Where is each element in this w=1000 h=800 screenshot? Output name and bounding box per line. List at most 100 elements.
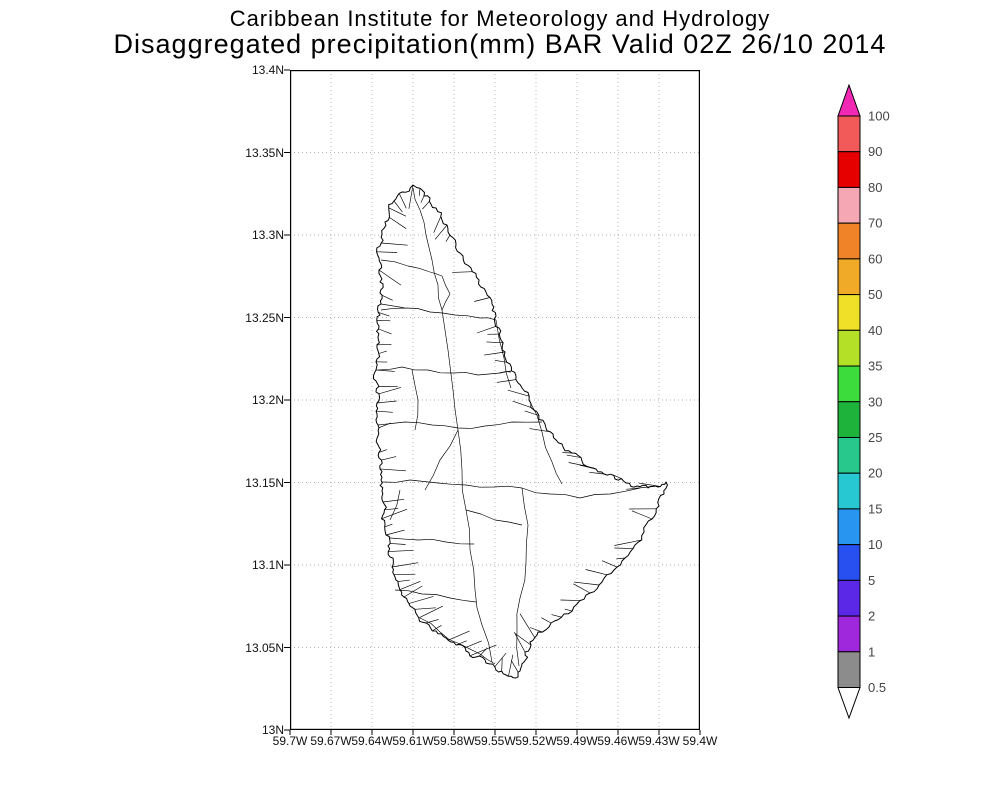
- y-tick-label: 13.35N: [245, 145, 284, 160]
- plot-frame-border: [290, 70, 700, 730]
- y-tick-label: 13.4N: [251, 63, 284, 77]
- watershed-boundary: [380, 259, 443, 277]
- colorbar-tick-label: 25: [868, 430, 882, 445]
- colorbar-band: [837, 151, 861, 188]
- coastal-watershed-spur: [376, 410, 393, 413]
- coastal-watershed-spur: [432, 625, 442, 632]
- coastal-watershed-spur: [612, 474, 622, 479]
- coastal-watershed-spur: [445, 235, 451, 242]
- coastal-watershed-spur: [541, 617, 552, 624]
- colorbar-tick-label: 50: [868, 287, 882, 302]
- coastal-watershed-spur: [380, 303, 405, 309]
- watershed-boundary: [495, 319, 512, 389]
- colorbar-tick-label: 90: [868, 144, 882, 159]
- colorbar-band: [837, 115, 861, 153]
- colorbar-band: [837, 651, 861, 689]
- coastal-watershed-spur: [512, 400, 531, 408]
- watershed-boundary: [389, 537, 475, 545]
- coastal-watershed-spur: [614, 539, 642, 546]
- watershed-boundary: [419, 617, 496, 665]
- coastal-watershed-spur: [499, 370, 512, 374]
- coastal-watershed-spur: [573, 581, 600, 586]
- colorbar-tick-label: 40: [868, 323, 882, 338]
- colorbar-band: [837, 615, 861, 653]
- island-fill: [373, 185, 668, 678]
- colorbar-band: [837, 472, 861, 510]
- coastal-watershed-spur: [513, 631, 526, 653]
- colorbar-above-max-arrow: [837, 83, 861, 117]
- coastal-watershed-spur: [486, 341, 504, 344]
- colorbar-band: [837, 258, 861, 296]
- watershed-boundary: [412, 187, 443, 311]
- plot-title: Disaggregated precipitation(mm) BAR Vali…: [113, 29, 887, 59]
- coastal-watershed-spur: [381, 508, 408, 520]
- coastal-watershed-spur: [616, 557, 626, 560]
- coastal-watershed-spur: [382, 498, 405, 503]
- coastal-watershed-spur: [433, 216, 442, 233]
- coastal-watershed-spur: [378, 328, 392, 335]
- watershed-boundary: [424, 429, 459, 491]
- colorbar-band: [837, 222, 861, 260]
- colorbar-band: [837, 329, 861, 367]
- x-tick-label: 59.55W: [474, 734, 516, 748]
- colorbar-band: [837, 294, 861, 331]
- coastal-watershed-spur: [573, 583, 591, 594]
- coastal-watershed-spur: [469, 644, 497, 657]
- coastal-watershed-spur: [524, 410, 540, 416]
- y-tick-label: 13N: [261, 723, 284, 737]
- watershed-boundary: [441, 275, 451, 311]
- coastal-watershed-spur: [376, 319, 391, 322]
- y-tick-label: 13.3N: [251, 228, 284, 242]
- coastal-watershed-spur: [375, 369, 395, 372]
- coastal-watershed-spur: [378, 422, 392, 429]
- x-tick-label: 59.43W: [638, 734, 680, 748]
- coastal-watershed-spur: [398, 193, 407, 209]
- colorbar-tick-label: 100: [868, 109, 890, 124]
- colorbar: 100 90 80 70 60 50 40 35 30 25 20 15 10 5 2 1 0.5: [837, 83, 890, 720]
- coastal-watershed-spur: [378, 350, 387, 354]
- coastal-watershed-spur: [378, 269, 402, 286]
- coastal-watershed-spur: [398, 579, 410, 582]
- colorbar-band: [837, 401, 861, 438]
- colorbar-tick-label: 60: [868, 251, 882, 266]
- x-tick-label: 59.7W: [272, 734, 308, 748]
- coastal-watershed-spur: [381, 456, 397, 461]
- coastal-watershed-spur: [403, 585, 423, 598]
- colorbar-band: [837, 186, 861, 224]
- coastal-watershed-spur: [418, 188, 421, 196]
- colorbar-tick-label: 5: [868, 573, 875, 588]
- colorbar-tick-label: 15: [868, 501, 882, 516]
- colorbar-band: [837, 436, 861, 474]
- coastal-watershed-spur: [585, 569, 607, 576]
- coastal-watershed-spur: [408, 596, 434, 604]
- x-tick-label: 59.67W: [310, 734, 352, 748]
- y-tick-label: 13.2N: [251, 393, 284, 407]
- x-tick-label: 59.64W: [351, 734, 393, 748]
- x-tick-label: 59.58W: [433, 734, 475, 748]
- x-tick-label: 59.52W: [515, 734, 557, 748]
- watershed-boundary: [465, 509, 523, 526]
- coastal-watershed-spur: [601, 560, 618, 568]
- x-tick-label: 59.4W: [682, 734, 718, 748]
- coastal-watershed-spur: [494, 652, 507, 668]
- colorbar-tick-label: 30: [868, 394, 882, 409]
- coastal-watershed-spur: [376, 251, 398, 253]
- watershed-boundary: [389, 489, 401, 521]
- coastal-watershed-spur: [494, 359, 507, 363]
- barbados-map: [284, 69, 701, 735]
- coastal-watershed-spur: [385, 529, 405, 536]
- colorbar-band: [837, 508, 861, 546]
- coastal-watershed-spur: [447, 630, 470, 641]
- coastal-watershed-spur: [422, 201, 430, 210]
- coastal-watershed-spur: [626, 486, 653, 490]
- y-tick-label: 13.15N: [245, 475, 284, 490]
- coastal-watershed-spur: [551, 614, 562, 618]
- coastal-watershed-spur: [389, 217, 407, 229]
- coastal-watershed-spur: [568, 462, 587, 467]
- coastal-watershed-spur: [420, 195, 425, 203]
- colorbar-tick-label: 1: [868, 644, 875, 659]
- coastal-watershed-spur: [507, 389, 530, 397]
- coastal-watershed-spur: [476, 326, 496, 334]
- colorbar-tick-label: 80: [868, 180, 882, 195]
